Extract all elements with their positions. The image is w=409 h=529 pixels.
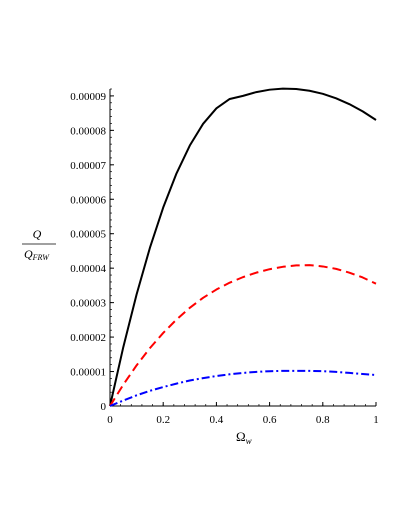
x-axis-label-sub: w (246, 436, 252, 446)
x-tick-label: 0.2 (156, 414, 170, 426)
x-tick-label: 0.8 (316, 414, 330, 426)
x-axis-label-main: Ω (236, 429, 246, 444)
y-tick-label: 0.00005 (70, 229, 106, 241)
y-tick-label: 0.00006 (70, 194, 106, 206)
y-tick-label: 0.00008 (70, 125, 106, 137)
series-line-3 (109, 369, 377, 407)
x-axis-label: Ωw (236, 429, 252, 446)
x-tick-label: 1 (373, 414, 379, 426)
x-ticks: 0 0.2 0.4 0.6 0.8 1 (107, 402, 379, 426)
y-axis-label-denominator-main: Q (24, 247, 33, 261)
y-tick-label: 0.00007 (70, 160, 106, 172)
y-tick-label: 0 (101, 401, 107, 413)
y-tick-label: 0.00003 (70, 298, 106, 310)
y-axis-label-numerator: Q (33, 227, 42, 241)
x-tick-label: 0 (107, 414, 113, 426)
y-ticks: 0 0.00001 0.00002 0.00003 0.00004 0.00005 0.00… (70, 88, 114, 413)
x-tick-label: 0.4 (210, 414, 224, 426)
y-axis-label-denominator: QFRW (24, 247, 50, 262)
y-tick-label: 0.00009 (70, 91, 106, 103)
series-line-2 (109, 264, 377, 407)
y-tick-label: 0.00001 (70, 367, 106, 379)
series-layer (109, 87, 377, 407)
y-tick-label: 0.00004 (70, 263, 106, 275)
series-line-1 (109, 87, 377, 407)
y-tick-label: 0.00002 (70, 332, 106, 344)
y-axis-label-denominator-sub: FRW (32, 253, 51, 262)
x-tick-label: 0.6 (263, 414, 277, 426)
y-axis-label: Q QFRW (22, 227, 56, 262)
